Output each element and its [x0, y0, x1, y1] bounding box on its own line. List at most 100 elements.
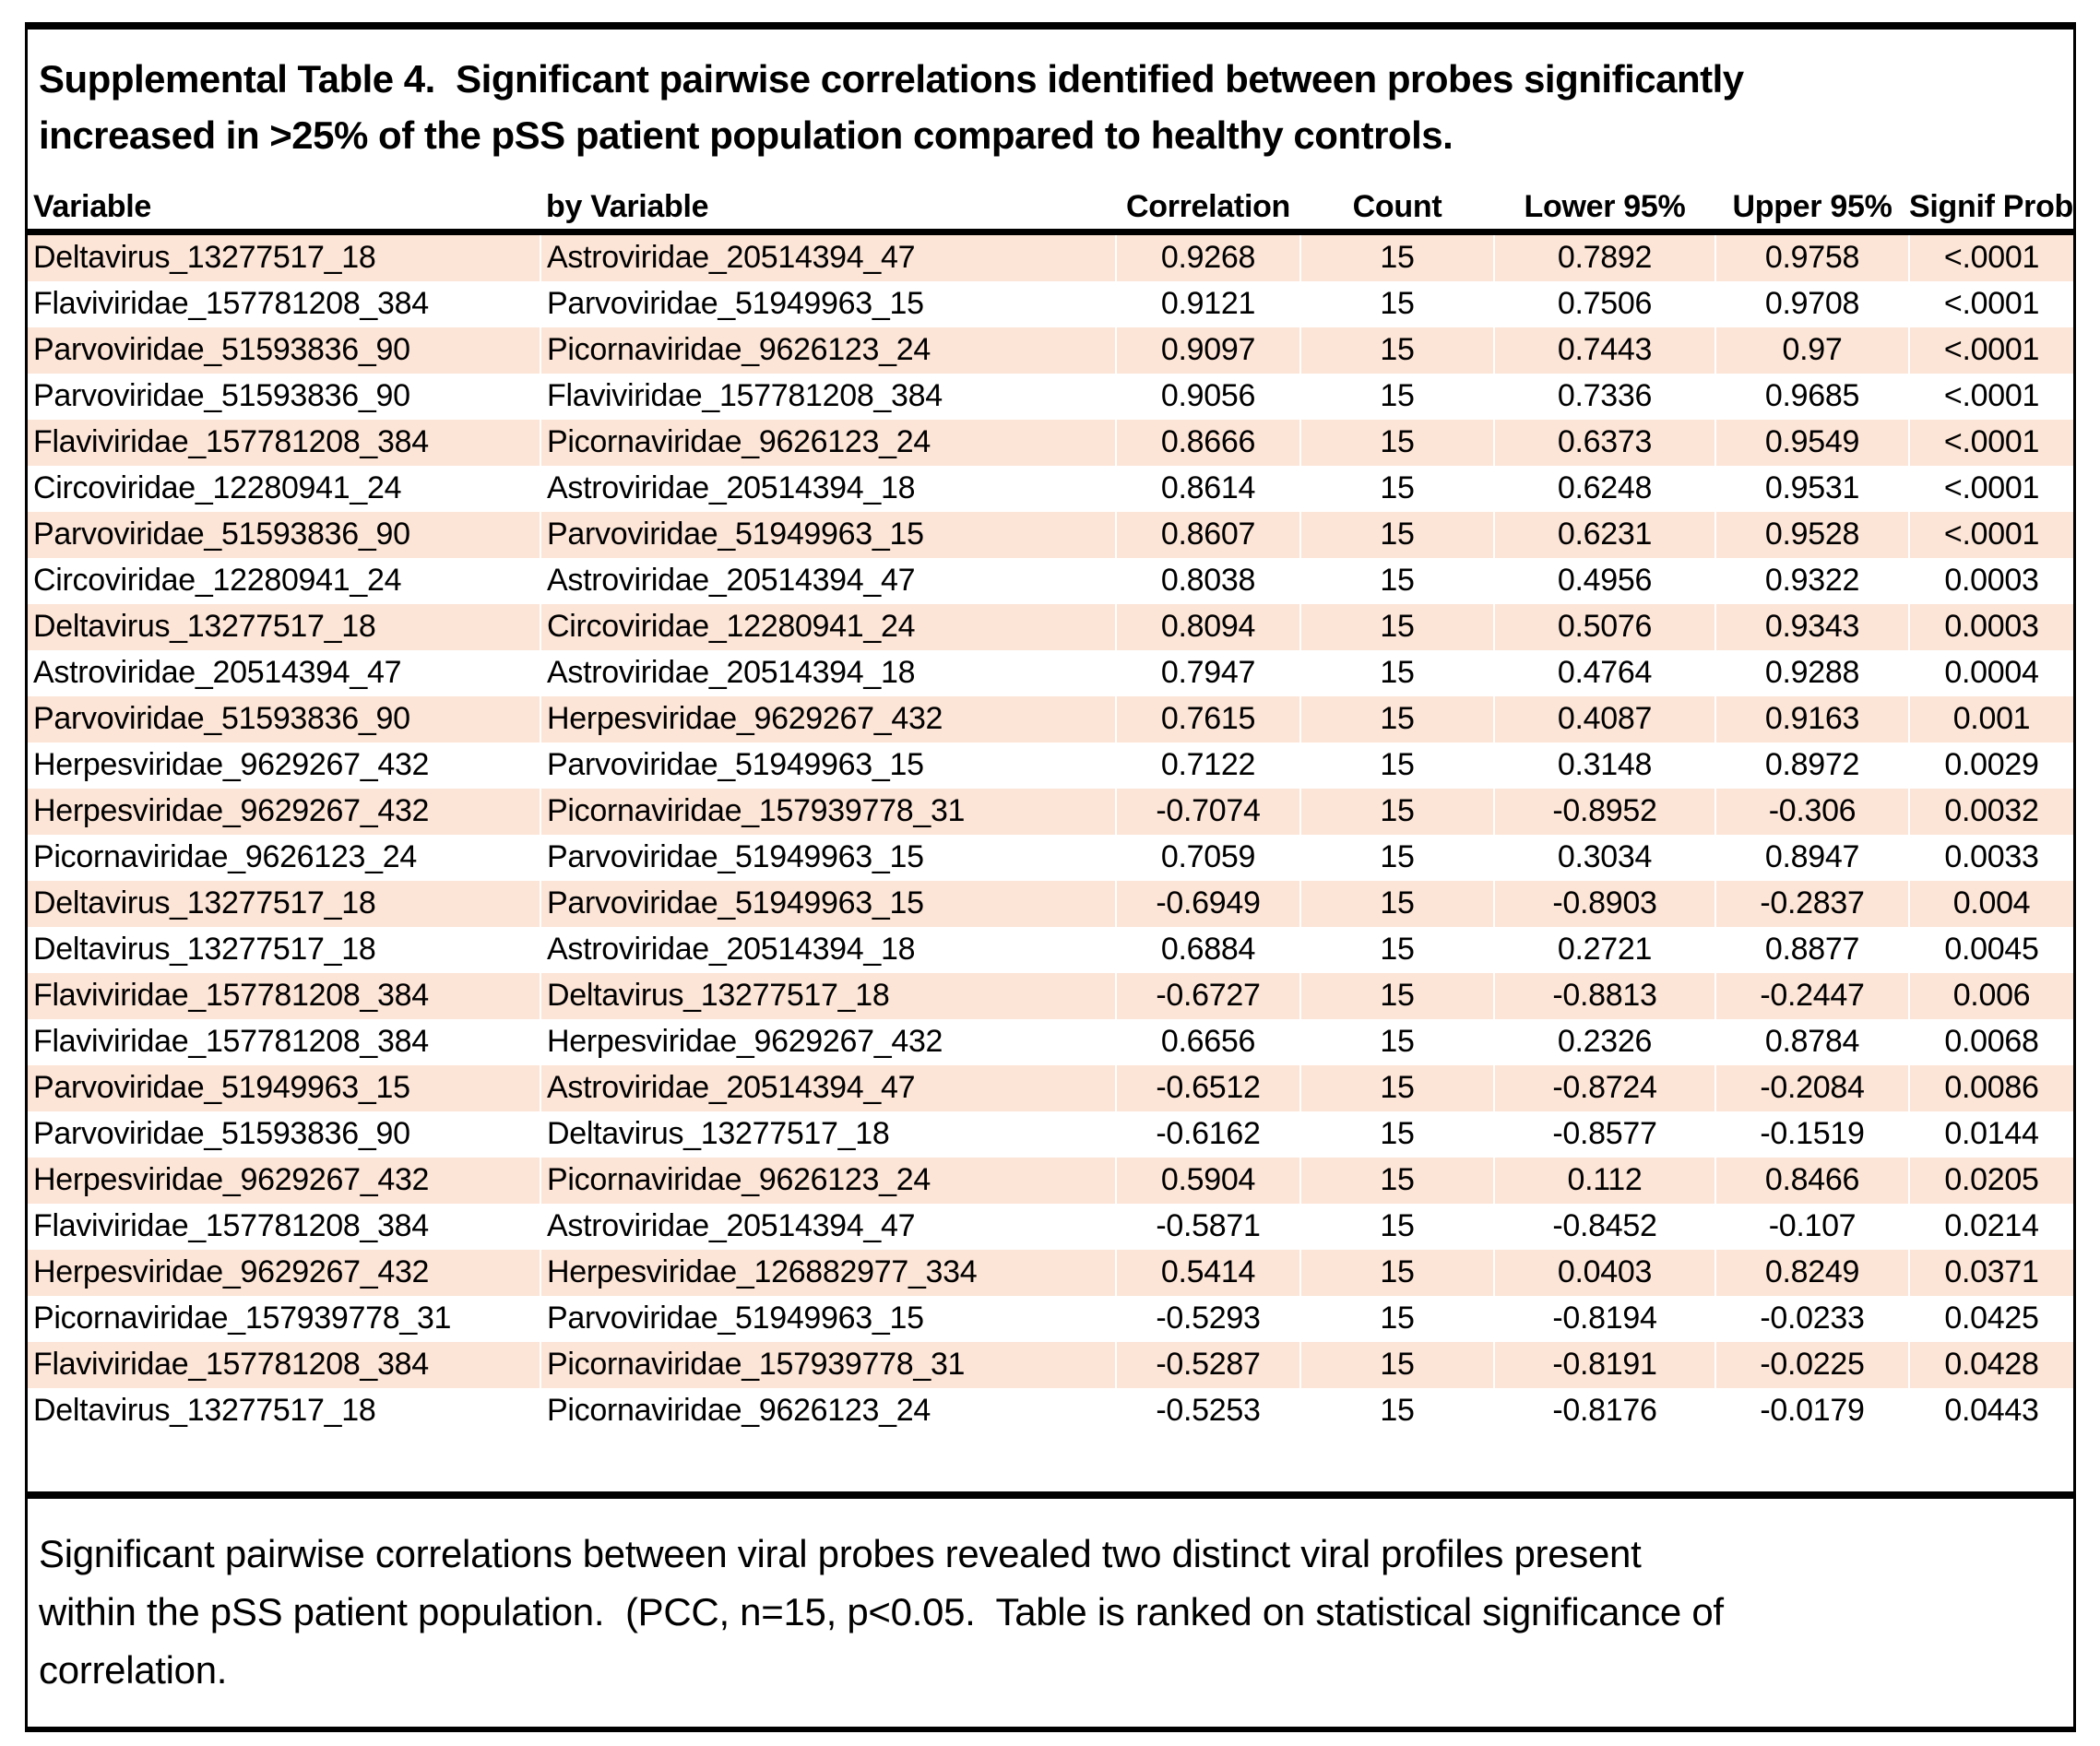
table-cell: 15	[1300, 972, 1495, 1019]
table-cell: 15	[1300, 834, 1495, 881]
table-cell: Parvoviridae_51949963_15	[540, 511, 1117, 558]
table-cell: 0.8094	[1116, 603, 1301, 650]
table-cell: Picornaviridae_9626123_24	[540, 1387, 1117, 1434]
table-cell: 0.0443	[1944, 1393, 2039, 1429]
table-cell: Herpesviridae_9629267_432	[28, 1249, 541, 1296]
table-cell: 0.5076	[1494, 603, 1716, 650]
table-cell: Circoviridae_12280941_24	[540, 603, 1117, 650]
table-cell: 15	[1300, 1249, 1495, 1296]
table-cell: 0.7615	[1116, 695, 1301, 742]
table-cell: 0.8784	[1715, 1018, 1910, 1065]
table-cell: 15	[1300, 373, 1495, 420]
table-cell: Picornaviridae_157939778_31	[540, 1341, 1117, 1388]
table-cell: 15	[1300, 419, 1495, 466]
table-cell: 0.6656	[1116, 1018, 1301, 1065]
table-cell: -0.0233	[1715, 1295, 1910, 1342]
table-cell: 15	[1300, 603, 1495, 650]
table-cell: 0.004	[1909, 880, 2073, 927]
table-cell: Parvoviridae_51949963_15	[28, 1064, 541, 1111]
table-cell: 15	[1300, 1111, 1495, 1158]
table-cell: 0.0068	[1944, 1024, 2039, 1060]
table-cell: 0.4087	[1494, 695, 1716, 742]
table-cell: Deltavirus_13277517_18	[540, 1111, 1117, 1158]
table-cell: Astroviridae_20514394_47	[28, 649, 541, 696]
table-cell: -0.0225	[1715, 1341, 1910, 1388]
table-cell: 0.9531	[1715, 465, 1910, 512]
table-cell: -0.8952	[1494, 788, 1716, 835]
table-cell: -0.5287	[1116, 1341, 1301, 1388]
table-cell: 0.7443	[1494, 327, 1716, 374]
table-cell: 0.8614	[1116, 465, 1301, 512]
column-header-signif-prob: Signif Prob	[1909, 178, 2073, 235]
table-cell: 0.6248	[1494, 465, 1716, 512]
table-cell: Flaviviridae_157781208_384	[28, 1341, 541, 1388]
table-cell: Picornaviridae_9626123_24	[540, 419, 1117, 466]
supplemental-table-figure: Supplemental Table 4. Significant pairwi…	[25, 22, 2076, 1732]
table-cell: 0.0003	[1909, 603, 2073, 650]
table-cell: Astroviridae_20514394_18	[540, 926, 1117, 973]
table-cell: 0.3148	[1494, 742, 1716, 789]
table-cell: 0.0033	[1944, 839, 2039, 875]
table-cell: 0.0425	[1944, 1301, 2039, 1336]
table-cell: -0.1519	[1715, 1111, 1910, 1158]
table-cell: 15	[1300, 880, 1495, 927]
table-cell: Herpesviridae_9629267_432	[28, 1157, 541, 1204]
table-cell: 15	[1300, 1203, 1495, 1250]
table-cell: 0.0003	[1944, 563, 2039, 599]
table-cell: -0.8903	[1494, 880, 1716, 927]
column-header-by-variable: by Variable	[540, 178, 1116, 235]
table-cell: 0.0032	[1909, 788, 2073, 835]
table-cell: 0.8466	[1715, 1157, 1910, 1204]
table-cell: -0.6162	[1116, 1111, 1301, 1158]
table-caption: Significant pairwise correlations betwee…	[39, 1531, 1724, 1692]
table-cell: 0.9685	[1715, 373, 1910, 420]
table-cell: 0.9528	[1715, 511, 1910, 558]
table-row: Flaviviridae_157781208_384 Deltavirus_132…	[28, 972, 2073, 1019]
table-cell: 0.0428	[1909, 1341, 2073, 1388]
table-cell: Herpesviridae_9629267_432	[540, 1018, 1117, 1065]
table-cell: Deltavirus_13277517_18	[28, 880, 541, 927]
table-cell: -0.2837	[1715, 880, 1910, 927]
table-cell: 15	[1300, 695, 1495, 742]
table-cell: Astroviridae_20514394_47	[540, 1064, 1117, 1111]
table-row: Astroviridae_20514394_47 Astroviridae_205…	[28, 649, 2073, 696]
table-cell: 0.9056	[1116, 373, 1301, 420]
table-cell: 15	[1300, 280, 1495, 327]
table-cell: 0.0045	[1944, 932, 2039, 968]
table-row: Deltavirus_13277517_18 Parvoviridae_51949…	[28, 880, 2073, 927]
table-cell: Deltavirus_13277517_18	[540, 972, 1117, 1019]
table-cell: Astroviridae_20514394_18	[540, 649, 1117, 696]
table-cell: -0.8813	[1494, 972, 1716, 1019]
table-cell: Parvoviridae_51949963_15	[540, 880, 1117, 927]
table-row: Flaviviridae_157781208_384 Astroviridae_2…	[28, 1203, 2073, 1250]
table-cell: 0.2721	[1494, 926, 1716, 973]
table-cell: Picornaviridae_9626123_24	[28, 834, 541, 881]
table-cell: 0.9288	[1715, 649, 1910, 696]
table-row: Deltavirus_13277517_18 Astroviridae_20514…	[28, 926, 2073, 973]
table-cell: 0.7947	[1116, 649, 1301, 696]
table-cell: <.0001	[1943, 378, 2040, 414]
table-cell: Picornaviridae_157939778_31	[28, 1295, 541, 1342]
table-cell: 0.9549	[1715, 419, 1910, 466]
table-cell: Flaviviridae_157781208_384	[28, 972, 541, 1019]
table-cell: Deltavirus_13277517_18	[28, 603, 541, 650]
table-cell: <.0001	[1943, 286, 2040, 322]
table-cell: 0.3034	[1494, 834, 1716, 881]
table-cell: Parvoviridae_51949963_15	[540, 280, 1117, 327]
table-cell: -0.2084	[1715, 1064, 1910, 1111]
table-cell: -0.8724	[1494, 1064, 1716, 1111]
table-cell: -0.5253	[1116, 1387, 1301, 1434]
table-bottom-spacer	[28, 1434, 2073, 1491]
table-cell: 0.6231	[1494, 511, 1716, 558]
table-cell: <.0001	[1909, 327, 2073, 374]
table-cell: 15	[1300, 327, 1495, 374]
table-cell: Parvoviridae_51949963_15	[540, 1295, 1117, 1342]
header-row: Variable by Variable Correlation Count Lower…	[28, 178, 2073, 235]
table-cell: -0.5293	[1116, 1295, 1301, 1342]
correlation-table: Variable by Variable Correlation Count Lower…	[28, 178, 2073, 1434]
table-cell: <.0001	[1909, 511, 2073, 558]
table-cell: Astroviridae_20514394_18	[540, 465, 1117, 512]
table-row: Flaviviridae_157781208_384 Herpesviridae_…	[28, 1018, 2073, 1065]
table-cell: 0.0205	[1909, 1157, 2073, 1204]
table-row: Parvoviridae_51593836_90 Herpesviridae_96…	[28, 695, 2073, 742]
